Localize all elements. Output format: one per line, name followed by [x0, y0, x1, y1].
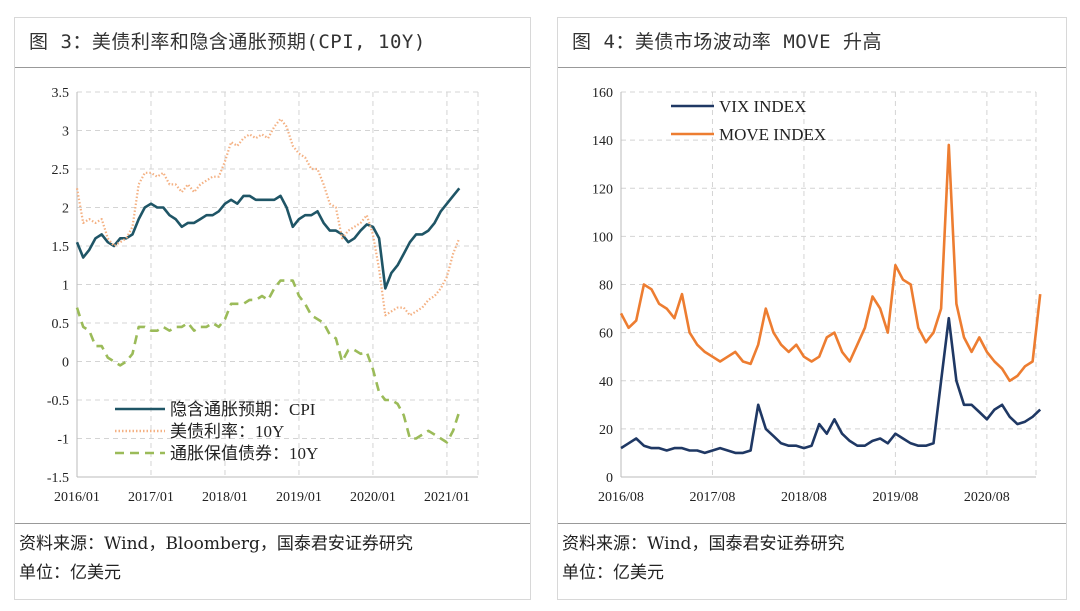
x-tick-label: 2020/01: [350, 490, 396, 505]
y-tick-label: 160: [592, 86, 613, 101]
x-tick-label: 2016/08: [598, 490, 644, 505]
y-tick-label: 1: [62, 279, 69, 294]
y-tick-label: -0.5: [47, 394, 69, 409]
series-line-1: [75, 187, 461, 290]
series-line-2: [619, 143, 1042, 383]
y-tick-label: 60: [599, 327, 613, 342]
y-tick-label: -1: [57, 433, 69, 448]
x-tick-label: 2017/01: [128, 490, 174, 505]
left-unit: 单位：亿美元: [19, 563, 121, 583]
x-tick-label: 2019/08: [872, 490, 918, 505]
y-tick-label: 1.5: [52, 240, 70, 255]
legend-label: 美债利率：10Y: [170, 422, 284, 441]
x-tick-label: 2018/01: [202, 490, 248, 505]
right-chart-panel: 图 4：美债市场波动率 MOVE 升高 0 20 40 60 80 100 120 140 16…: [557, 17, 1067, 600]
x-tick-label: 2017/08: [690, 490, 736, 505]
y-tick-label: 0: [62, 356, 69, 371]
legend-label: 通胀保值债券：10Y: [170, 444, 318, 463]
series-line-1: [620, 316, 1042, 455]
x-tick-label: 2020/08: [964, 490, 1010, 505]
left-chart-panel: 图 3：美债利率和隐含通胀预期(CPI, 10Y) -1.5 -1 -0.5 0 0.5…: [14, 17, 531, 600]
y-tick-label: 2.5: [52, 163, 70, 178]
right-source: 资料来源：Wind，国泰君安证券研究: [562, 534, 845, 554]
y-tick-label: 2: [62, 202, 69, 217]
y-tick-label: 120: [592, 182, 613, 197]
y-tick-label: 140: [592, 134, 613, 149]
series-line-2: [75, 117, 461, 317]
right-unit: 单位：亿美元: [562, 563, 664, 583]
left-chart-footer: 资料来源：Wind，Bloomberg，国泰君安证券研究 单位：亿美元: [15, 523, 530, 599]
y-tick-label: 0: [606, 471, 613, 486]
legend-label: MOVE INDEX: [719, 125, 826, 144]
y-tick-label: 3.5: [52, 86, 70, 101]
y-tick-label: 80: [599, 279, 613, 294]
y-tick-label: 40: [599, 375, 613, 390]
y-tick-label: 3: [62, 125, 69, 140]
right-chart-footer: 资料来源：Wind，国泰君安证券研究 单位：亿美元: [558, 523, 1066, 599]
left-chart-title: 图 3：美债利率和隐含通胀预期(CPI, 10Y): [15, 18, 530, 68]
y-tick-label: 20: [599, 423, 613, 438]
x-tick-label: 2016/01: [54, 490, 100, 505]
right-chart-title: 图 4：美债市场波动率 MOVE 升高: [558, 18, 1066, 68]
series-line-3: [75, 279, 461, 444]
right-chart: 0 20 40 60 80 100 120 140 160 2016/08 2017/08 2018/…: [592, 86, 1042, 505]
y-tick-label: -1.5: [47, 471, 69, 486]
y-tick-label: 100: [592, 230, 613, 245]
x-tick-label: 2019/01: [276, 490, 322, 505]
x-tick-label: 2018/08: [781, 490, 827, 505]
left-chart: -1.5 -1 -0.5 0 0.5 1 1.5 2 2.5 3 3.5 2016/01 2017/01…: [47, 86, 479, 505]
legend-label: VIX INDEX: [719, 97, 806, 116]
y-tick-label: 0.5: [52, 317, 70, 332]
x-tick-label: 2021/01: [424, 490, 470, 505]
left-source: 资料来源：Wind，Bloomberg，国泰君安证券研究: [19, 534, 413, 554]
legend-label: 隐含通胀预期：CPI: [170, 400, 316, 419]
